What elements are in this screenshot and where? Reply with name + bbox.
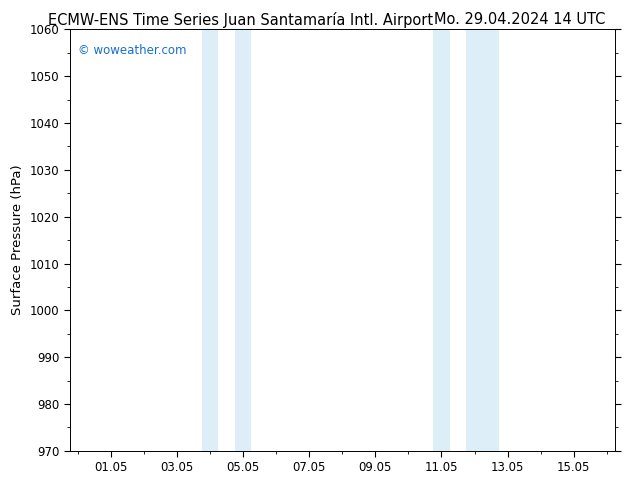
Bar xyxy=(202,29,219,451)
Bar xyxy=(466,29,500,451)
Text: © woweather.com: © woweather.com xyxy=(78,44,186,57)
Y-axis label: Surface Pressure (hPa): Surface Pressure (hPa) xyxy=(11,165,24,316)
Text: ECMW-ENS Time Series Juan Santamaría Intl. Airport: ECMW-ENS Time Series Juan Santamaría Int… xyxy=(48,12,434,28)
Bar xyxy=(433,29,450,451)
Text: Mo. 29.04.2024 14 UTC: Mo. 29.04.2024 14 UTC xyxy=(434,12,605,27)
Bar xyxy=(235,29,252,451)
